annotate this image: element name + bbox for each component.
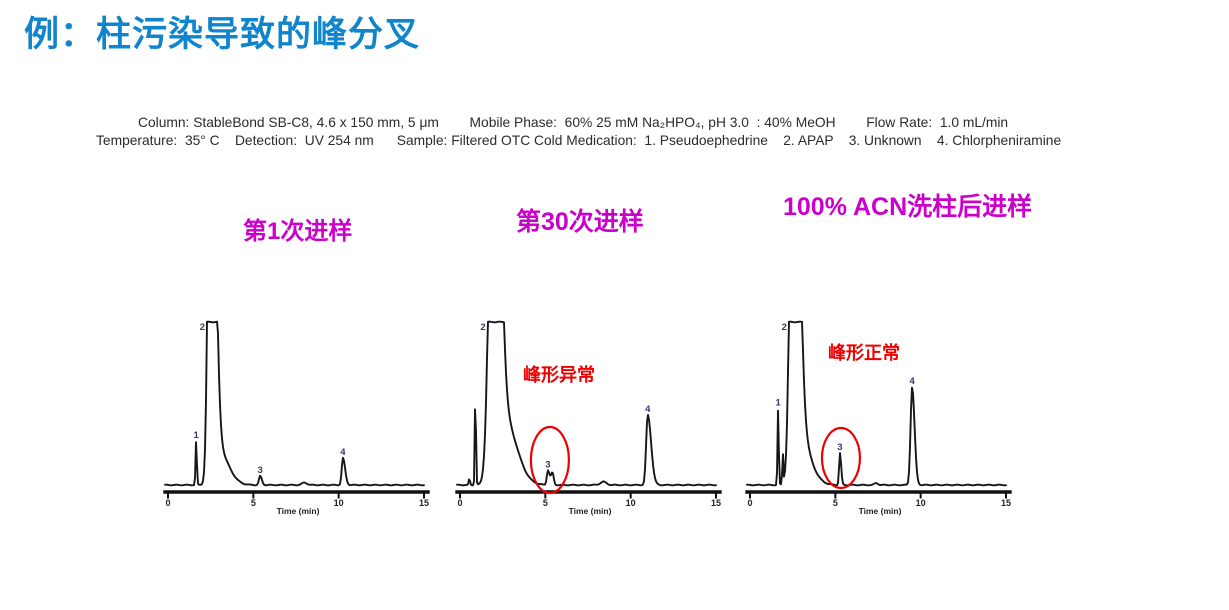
peak-circle-annotation xyxy=(529,425,570,495)
chromatogram-plot-1: 0 5 10 15 Time (min) 1 2 3 4 xyxy=(163,320,430,516)
injection-label-1: 第1次进样 xyxy=(243,218,353,245)
chromatogram-trace xyxy=(746,320,1007,487)
peak-number-label: 2 xyxy=(200,322,205,333)
chromatogram-trace xyxy=(164,320,425,487)
peak-circle-annotation xyxy=(820,426,862,490)
peak-number-label: 3 xyxy=(258,465,263,476)
chromatogram-plot-2: 0 5 10 15 Time (min) 2 3 4 峰形异常 xyxy=(455,320,722,516)
axis-tick-label: 5 xyxy=(543,498,548,508)
axis-tick-label: 0 xyxy=(165,498,170,508)
peak-number-label: 1 xyxy=(194,430,200,441)
injection-label-2: 第30次进样 xyxy=(516,208,644,236)
slide-title: 例：柱污染导致的峰分叉 xyxy=(24,15,421,54)
peak-shape-annotation: 峰形正常 xyxy=(828,342,900,363)
peak-number-label: 3 xyxy=(545,459,550,470)
peak-number-label: 2 xyxy=(480,322,485,333)
axis-tick-label: 0 xyxy=(747,498,752,508)
injection-label-3: 100% ACN洗柱后进样 xyxy=(783,193,1033,221)
time-axis-title: Time (min) xyxy=(569,506,612,516)
peak-number-label: 4 xyxy=(645,404,651,415)
axis-tick-label: 10 xyxy=(334,498,344,508)
peak-number-label: 3 xyxy=(837,442,842,453)
axis-tick-label: 5 xyxy=(251,498,256,508)
conditions-line-2: Temperature: 35° C Detection: UV 254 nm … xyxy=(96,133,1062,148)
axis-tick-label: 15 xyxy=(1001,498,1011,508)
axis-tick-label: 0 xyxy=(457,498,462,508)
axis-tick-label: 15 xyxy=(711,498,721,508)
axis-tick-label: 15 xyxy=(419,498,429,508)
peak-number-label: 2 xyxy=(782,322,787,333)
text-fade-overlay xyxy=(1115,130,1229,154)
chromatogram-trace xyxy=(456,320,717,487)
conditions-line-1: Column: StableBond SB-C8, 4.6 x 150 mm, … xyxy=(138,115,1009,130)
axis-tick-label: 10 xyxy=(626,498,636,508)
time-axis-title: Time (min) xyxy=(277,506,320,516)
peak-shape-annotation: 峰形异常 xyxy=(523,364,595,385)
axis-tick-label: 5 xyxy=(833,498,838,508)
chromatogram-plot-3: 0 5 10 15 Time (min) 1 2 3 4 峰形正常 xyxy=(745,320,1012,516)
peak-number-label: 4 xyxy=(909,376,915,387)
peak-number-label: 4 xyxy=(340,447,346,458)
peak-number-label: 1 xyxy=(776,397,782,408)
time-axis-title: Time (min) xyxy=(859,506,902,516)
axis-tick-label: 10 xyxy=(916,498,926,508)
